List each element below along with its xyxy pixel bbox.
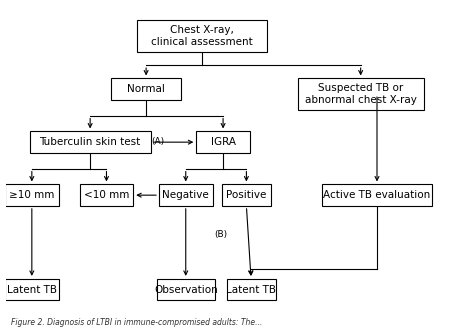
Text: Latent TB: Latent TB <box>7 285 57 295</box>
FancyBboxPatch shape <box>156 279 215 300</box>
Text: ≥10 mm: ≥10 mm <box>9 190 55 200</box>
Text: Figure 2. Diagnosis of LTBI in immune-compromised adults: The...: Figure 2. Diagnosis of LTBI in immune-co… <box>11 318 262 327</box>
FancyBboxPatch shape <box>227 279 275 300</box>
Text: Suspected TB or
abnormal chest X-ray: Suspected TB or abnormal chest X-ray <box>305 83 417 105</box>
Text: Latent TB: Latent TB <box>226 285 276 295</box>
Text: Tuberculin skin test: Tuberculin skin test <box>39 137 141 147</box>
Text: <10 mm: <10 mm <box>84 190 129 200</box>
Text: Positive: Positive <box>226 190 266 200</box>
FancyBboxPatch shape <box>159 184 212 206</box>
FancyBboxPatch shape <box>111 78 181 100</box>
Text: Negative: Negative <box>163 190 209 200</box>
FancyBboxPatch shape <box>298 78 424 110</box>
Text: Chest X-ray,
clinical assessment: Chest X-ray, clinical assessment <box>151 25 253 47</box>
FancyBboxPatch shape <box>80 184 133 206</box>
Text: IGRA: IGRA <box>210 137 236 147</box>
Text: Observation: Observation <box>154 285 218 295</box>
Text: Active TB evaluation: Active TB evaluation <box>323 190 430 200</box>
FancyBboxPatch shape <box>322 184 432 206</box>
FancyBboxPatch shape <box>5 279 59 300</box>
FancyBboxPatch shape <box>222 184 271 206</box>
FancyBboxPatch shape <box>29 131 151 153</box>
Text: Normal: Normal <box>127 84 165 94</box>
Text: (B): (B) <box>214 230 228 239</box>
FancyBboxPatch shape <box>196 131 250 153</box>
Text: (A): (A) <box>151 137 164 146</box>
FancyBboxPatch shape <box>137 20 267 52</box>
FancyBboxPatch shape <box>5 184 59 206</box>
